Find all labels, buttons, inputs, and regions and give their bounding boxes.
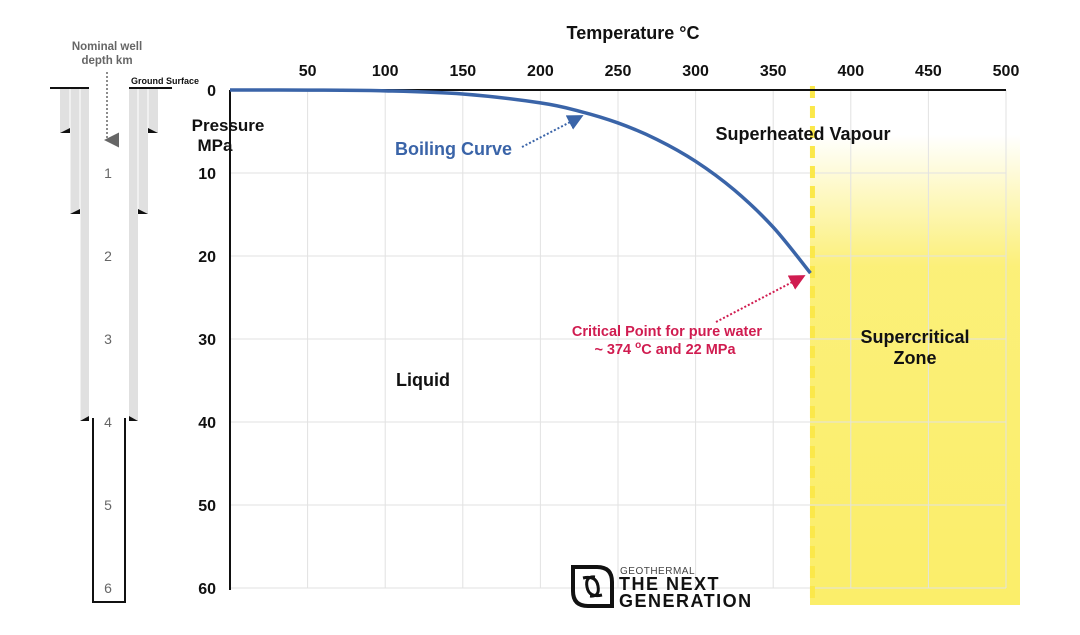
logo-text-the-next: THE NEXT — [619, 574, 720, 594]
boiling-curve — [229, 88, 812, 275]
well-diagram: Nominal well depth km Ground Surface 1 2 3… — [50, 41, 199, 603]
boiling-curve-pointer — [521, 115, 584, 148]
x-axis-label: Temperature °C — [567, 23, 700, 43]
well-title-line1: Nominal well — [72, 41, 142, 53]
x-tick-label: 300 — [682, 63, 709, 80]
open-hole — [92, 418, 126, 603]
y-tick-label: 40 — [198, 415, 216, 432]
well-depth-label: 6 — [104, 580, 112, 596]
y-tick-label: 20 — [198, 249, 216, 266]
logo-text-generation: GENERATION — [619, 591, 753, 611]
grid — [230, 90, 1007, 589]
critical-point-pointer — [715, 275, 806, 323]
x-tick-label: 100 — [372, 63, 399, 80]
boiling-curve-label: Boiling Curve — [395, 139, 512, 159]
x-tick-label: 50 — [299, 63, 317, 80]
supercritical-label-line2: Zone — [894, 348, 937, 368]
well-depth-label: 1 — [104, 165, 112, 181]
logo-text-geothermal: GEOTHERMAL — [620, 566, 695, 577]
supercritical-label-line1: Supercritical — [860, 327, 969, 347]
well-depth-label: 2 — [104, 248, 112, 264]
x-tick-label: 250 — [605, 63, 632, 80]
critical-point-label-line2: ~ 374 oC and 22 MPa — [594, 340, 736, 358]
well-depth-label: 3 — [104, 331, 112, 347]
well-depth-label: 5 — [104, 497, 112, 513]
y-tick-label: 30 — [198, 332, 216, 349]
y-tick-label: 60 — [198, 581, 216, 598]
x-tick-label: 150 — [449, 63, 476, 80]
ground-surface-label: Ground Surface — [131, 76, 199, 86]
x-tick-label: 400 — [837, 63, 864, 80]
y-tick-label: 50 — [198, 498, 216, 515]
well-title-line2: depth km — [81, 55, 132, 67]
x-tick-label: 200 — [527, 63, 554, 80]
liquid-label: Liquid — [396, 370, 450, 390]
y-axis-label-line2: MPa — [198, 136, 234, 155]
x-tick-label: 450 — [915, 63, 942, 80]
y-tick-label: 10 — [198, 166, 216, 183]
logo-mark — [571, 565, 614, 608]
critical-point-label-line1: Critical Point for pure water — [572, 324, 762, 340]
logo: GEOTHERMAL THE NEXT GENERATION — [571, 565, 753, 611]
supercritical-zone — [810, 135, 1020, 605]
y-axis-label-line1: Pressure — [192, 116, 265, 135]
y-tick-label: 0 — [207, 83, 216, 100]
x-tick-label: 500 — [993, 63, 1020, 80]
superheated-vapour-label: Superheated Vapour — [715, 124, 890, 144]
x-tick-label: 350 — [760, 63, 787, 80]
well-depth-label: 4 — [104, 414, 112, 430]
